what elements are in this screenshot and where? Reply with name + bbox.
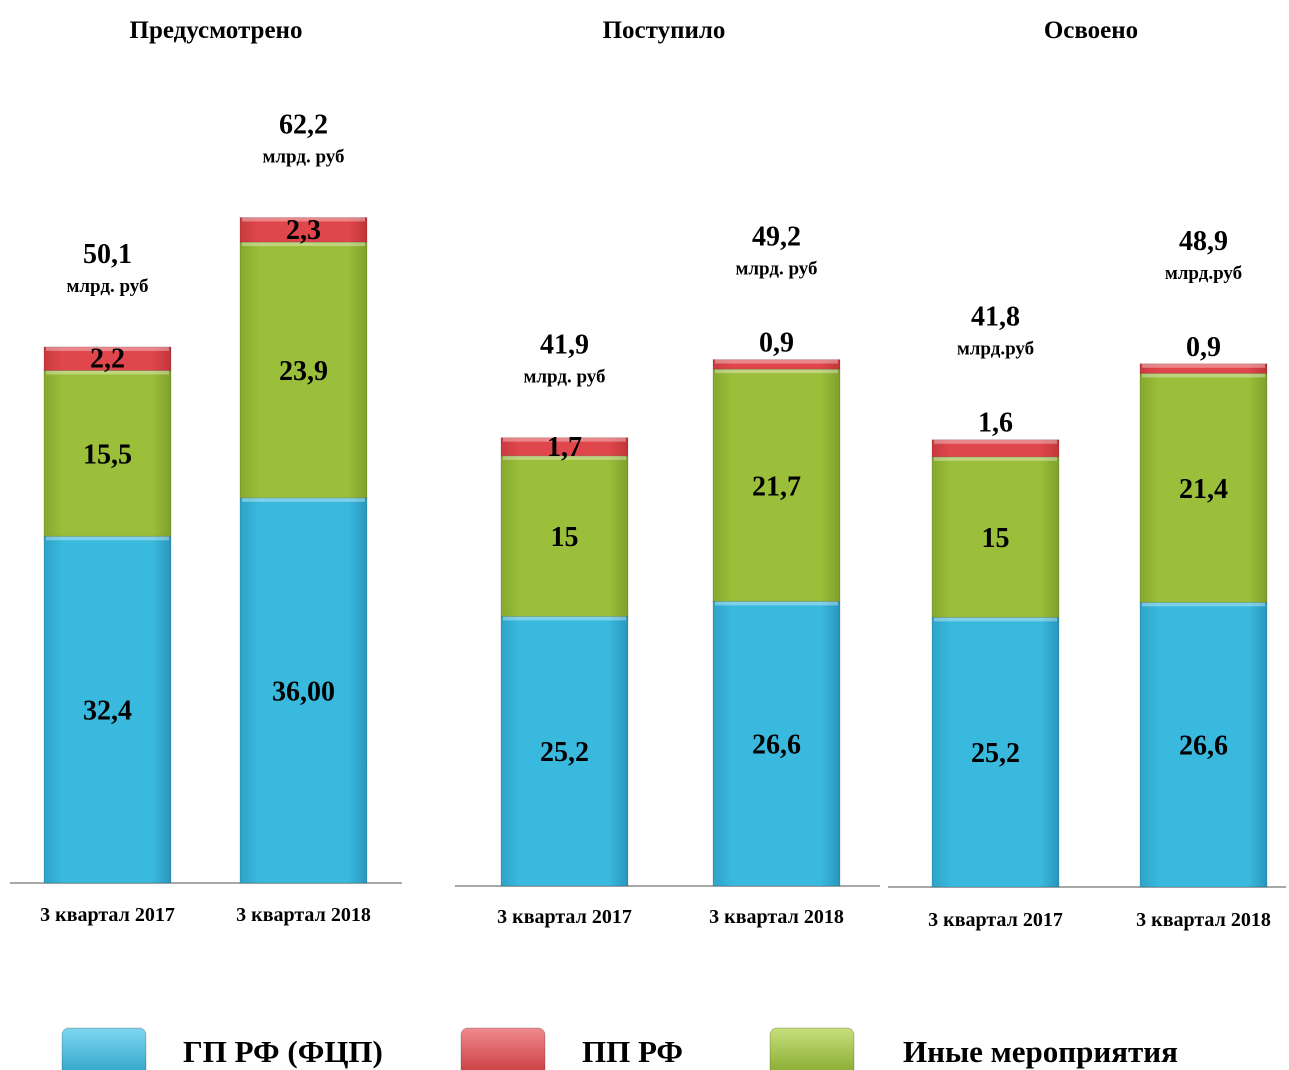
- bar-segment-pp: [500, 437, 629, 457]
- chart-title: Предусмотрено: [130, 17, 303, 44]
- bar-segment-other: [931, 456, 1060, 618]
- bar-segment-highlight: [715, 601, 838, 606]
- bar-segment-highlight: [1142, 602, 1265, 607]
- legend-swatch: [61, 1027, 147, 1070]
- total-unit: млрд. руб: [66, 276, 148, 297]
- total-unit: млрд.руб: [1165, 263, 1242, 284]
- data-label-pp: 0,9: [1186, 332, 1221, 363]
- bar-segment-pp: [931, 439, 1060, 458]
- bar-segment-pp: [43, 346, 172, 371]
- chart-panel-3: Освоено 25,2 15 1,6 41,8 млрд.руб 3 квартал 20…: [888, 17, 1286, 931]
- bar-segment-highlight: [46, 370, 169, 375]
- legend-item-gp: ГП РФ (ФЦП): [61, 1027, 383, 1070]
- bar-segment-gp: [500, 615, 629, 887]
- bar-segment-highlight: [1142, 373, 1265, 378]
- data-label-other: 23,9: [279, 356, 328, 387]
- chart-panel-2: Поступило 25,2 15 1,7 41,9 млрд. руб 3 квартал…: [455, 17, 880, 928]
- data-label-other: 21,7: [752, 471, 801, 502]
- data-label-other: 15: [982, 523, 1010, 554]
- bar-segment-highlight: [242, 242, 365, 247]
- total-unit: млрд. руб: [262, 146, 344, 167]
- bar-segment-other: [712, 368, 841, 602]
- bar-segment-highlight: [503, 616, 626, 621]
- bar-segment-highlight: [934, 456, 1057, 461]
- data-label-pp: 0,9: [759, 328, 794, 359]
- category-label: 3 квартал 2017: [928, 909, 1063, 931]
- bar-segment-highlight: [934, 439, 1057, 444]
- data-label-gp: 26,6: [752, 730, 801, 761]
- data-label-other: 15: [551, 522, 579, 553]
- category-label: 3 квартал 2017: [40, 904, 175, 926]
- data-label-gp: 25,2: [971, 738, 1020, 769]
- bar-segment-gp: [931, 616, 1060, 888]
- data-label-pp: 2,2: [90, 344, 125, 375]
- data-label-pp: 2,3: [286, 215, 321, 246]
- bar-segment-highlight: [242, 497, 365, 502]
- data-label-other: 15,5: [83, 439, 132, 470]
- total-unit: млрд. руб: [735, 259, 817, 280]
- category-label: 3 квартал 2017: [497, 906, 632, 928]
- chart-title: Поступило: [603, 17, 726, 44]
- data-label-other: 21,4: [1179, 474, 1228, 505]
- bar-segment-gp: [1139, 601, 1268, 888]
- bar-segment-highlight: [46, 536, 169, 541]
- data-label-pp: 1,6: [978, 408, 1013, 439]
- data-label-gp: 25,2: [540, 737, 589, 768]
- bar-segment-highlight: [46, 346, 169, 351]
- total-unit: млрд. руб: [523, 367, 605, 388]
- total-unit: млрд.руб: [957, 339, 1034, 360]
- bar-segment-other: [43, 369, 172, 537]
- bar-segment-pp: [239, 216, 368, 243]
- category-label: 3 квартал 2018: [709, 906, 844, 928]
- total-value: 48,9: [1179, 226, 1228, 257]
- bar-segment-highlight: [715, 359, 838, 364]
- bar-segment-highlight: [715, 369, 838, 374]
- bar-segment-highlight: [934, 617, 1057, 622]
- bar-segment-other: [1139, 372, 1268, 603]
- chart-title: Освоено: [1044, 17, 1138, 44]
- data-label-pp: 1,7: [547, 432, 582, 463]
- bar-segment-highlight: [503, 437, 626, 442]
- bar-segment-other: [239, 241, 368, 499]
- data-label-gp: 36,00: [272, 676, 335, 707]
- legend-label: ГП РФ (ФЦП): [183, 1034, 383, 1069]
- total-value: 62,2: [279, 109, 328, 140]
- total-value: 50,1: [83, 239, 132, 270]
- legend: ГП РФ (ФЦП) ПП РФ Иные мероприятия: [61, 1027, 1178, 1070]
- bar-segment-highlight: [503, 455, 626, 460]
- bar-segment-highlight: [242, 217, 365, 222]
- total-value: 41,9: [540, 330, 589, 361]
- total-value: 41,8: [971, 302, 1020, 333]
- data-label-gp: 26,6: [1179, 731, 1228, 762]
- chart-panel-1: Предусмотрено 32,4 15,5 2,2 50,1 млрд. руб 3 к…: [10, 17, 402, 926]
- legend-item-other: Иные мероприятия: [769, 1027, 1178, 1070]
- bar-segment-gp: [712, 600, 841, 887]
- bar-segment-pp: [712, 359, 841, 370]
- legend-swatch: [460, 1027, 546, 1070]
- bar-segment-other: [500, 455, 629, 617]
- legend-swatch: [769, 1027, 855, 1070]
- data-label-gp: 32,4: [83, 696, 132, 727]
- total-value: 49,2: [752, 222, 801, 253]
- legend-label: Иные мероприятия: [903, 1034, 1178, 1069]
- bar-segment-highlight: [1142, 363, 1265, 368]
- bar-segment-pp: [1139, 363, 1268, 374]
- bar-segment-gp: [43, 535, 172, 884]
- category-label: 3 квартал 2018: [236, 904, 371, 926]
- legend-item-pp: ПП РФ: [460, 1027, 683, 1070]
- category-label: 3 квартал 2018: [1136, 909, 1271, 931]
- bar-segment-gp: [239, 497, 368, 884]
- legend-label: ПП РФ: [582, 1034, 683, 1069]
